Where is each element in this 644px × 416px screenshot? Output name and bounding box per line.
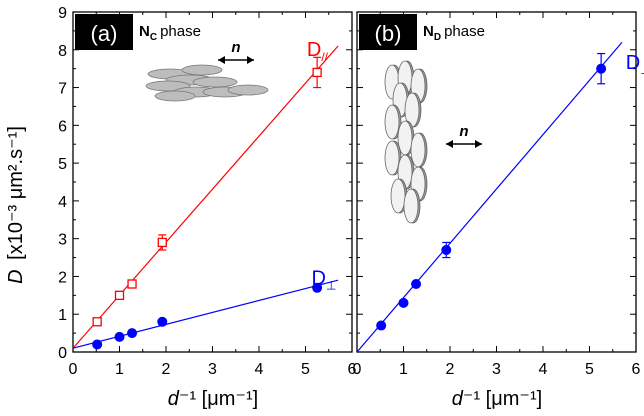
data-point (157, 316, 168, 327)
panel-label: (a) (91, 21, 118, 46)
arrow-head-right (475, 140, 482, 148)
disc-particle (384, 140, 400, 176)
arrow-head-right (247, 56, 254, 64)
data-point (92, 339, 103, 350)
data-point (312, 282, 323, 293)
x-tick-label: 2 (446, 361, 455, 378)
rod-particles-illustration: n (145, 39, 269, 102)
x-tick-label: 0 (353, 361, 362, 378)
phase-label: ND phase (423, 23, 485, 43)
disc-particles-illustration: n (384, 60, 482, 224)
x-tick-label: 1 (399, 361, 408, 378)
x-tick-label: 3 (208, 361, 217, 378)
data-point (127, 279, 137, 289)
panel-a: 0 1 2 3 4 5 6 0 1 2 3 4 5 6 7 8 9 (a) NC phase n D// D⊥ (58, 5, 356, 378)
x-tick-label: 4 (255, 361, 264, 378)
x-axis-label-left: d⁻¹ [μm⁻¹] (168, 388, 258, 410)
series-label: D// (307, 39, 329, 64)
data-point (596, 63, 607, 74)
y-tick-label: 2 (58, 269, 67, 286)
x-tick-label: 2 (162, 361, 171, 378)
x-tick-label: 6 (632, 361, 641, 378)
series-d-parallel: D// (72, 39, 339, 349)
panel-label: (b) (375, 21, 402, 46)
rod-particle (154, 90, 196, 102)
x-axis-label-right: d⁻¹ [μm⁻¹] (452, 388, 542, 410)
x-tick-label: 3 (492, 361, 501, 378)
rod-particle (192, 76, 238, 88)
y-tick-label: 3 (58, 232, 67, 249)
y-tick-label: 7 (58, 81, 67, 98)
x-tick-label: 5 (301, 361, 310, 378)
y-tick-label: 8 (58, 43, 67, 60)
series-label: D⊥ (626, 52, 644, 77)
panel-label-box (359, 14, 417, 50)
disc-particle (384, 104, 400, 140)
disc-particle (410, 132, 426, 168)
data-point (411, 279, 422, 289)
x-tick-label: 1 (115, 361, 124, 378)
data-point (398, 297, 409, 308)
rod-particle (181, 64, 223, 76)
y-tick-label: 6 (58, 118, 67, 135)
director-label: n (459, 123, 468, 140)
arrow-head-left (218, 56, 225, 64)
disc-particle (390, 178, 406, 214)
data-point (92, 317, 102, 327)
data-point (312, 67, 322, 78)
y-tick-label: 9 (58, 5, 67, 22)
series-d-perp: D⊥ (72, 267, 339, 350)
x-tick-label: 5 (585, 361, 594, 378)
fit-line (72, 279, 339, 349)
data-point (114, 331, 125, 342)
y-tick-label: 5 (58, 156, 67, 173)
y-tick-label: 1 (58, 307, 67, 324)
disc-particle (403, 188, 419, 224)
data-point (157, 237, 167, 248)
y-tick-label: 4 (58, 194, 67, 211)
y-axis-label: D [x10⁻³ μm².s⁻¹] (5, 126, 27, 284)
x-tick-label: 4 (539, 361, 548, 378)
arrow-head-left (446, 140, 453, 148)
series-d-perp: D⊥ (356, 41, 644, 353)
series-label: D⊥ (312, 267, 337, 292)
data-point (127, 328, 138, 339)
rod-particle (227, 84, 269, 96)
data-point (114, 290, 125, 300)
y-tick-label: 0 (58, 345, 67, 362)
x-tick-label: 6 (348, 361, 357, 378)
data-point (441, 245, 452, 255)
panel-label-box (75, 14, 133, 50)
director-label: n (231, 39, 240, 56)
x-tick-label: 0 (69, 361, 78, 378)
data-point (376, 320, 387, 331)
phase-label: NC phase (139, 23, 201, 43)
